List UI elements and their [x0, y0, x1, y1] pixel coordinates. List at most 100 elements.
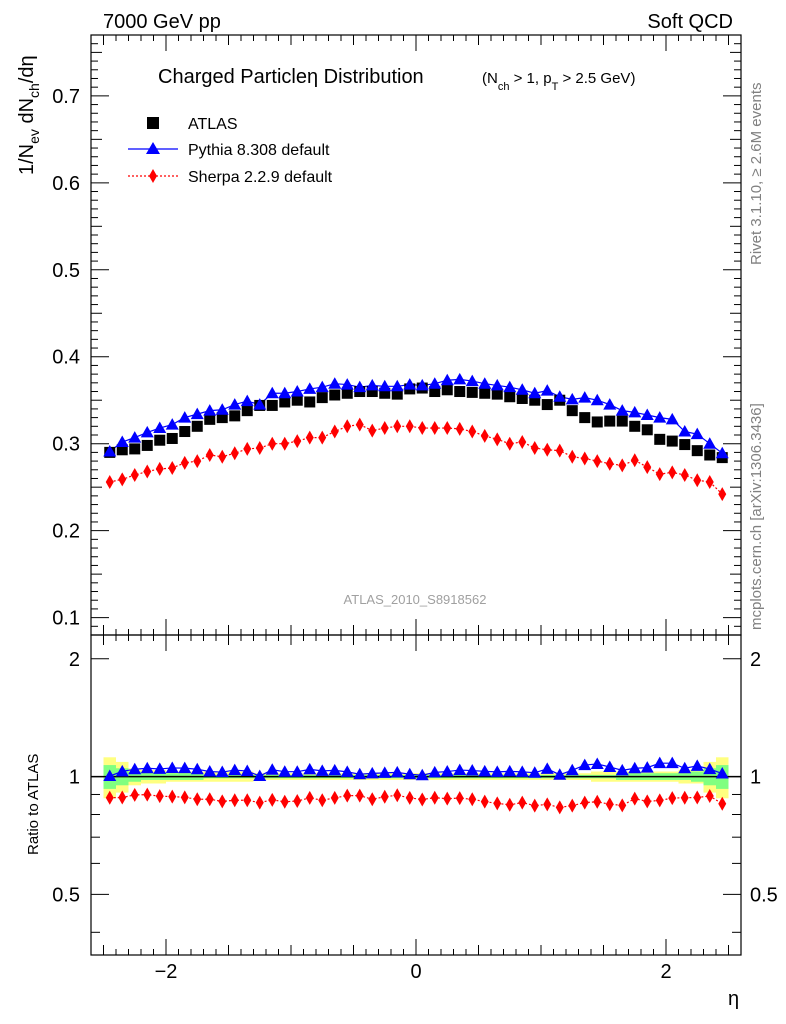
ratio-point-sherpa — [593, 794, 602, 809]
ratio-point-sherpa — [455, 791, 464, 806]
ratio-point-pythia — [153, 762, 167, 774]
y-tick-label: 0.5 — [52, 260, 80, 282]
series-line-sherpa — [109, 423, 723, 495]
ratio-point-sherpa — [393, 788, 402, 803]
ratio-point-pythia — [215, 765, 229, 778]
data-point-pythia — [690, 427, 704, 440]
ratio-point-pythia — [590, 757, 604, 769]
ratio-point-sherpa — [643, 794, 652, 809]
data-point-sherpa — [355, 417, 364, 432]
data-point-atlas — [266, 399, 278, 411]
ratio-point-sherpa — [430, 790, 439, 805]
ratio-point-pythia — [528, 766, 542, 778]
ratio-point-pythia — [203, 765, 217, 777]
y-tick-label: 0.1 — [52, 608, 80, 630]
data-point-pythia — [328, 377, 342, 389]
main-title-text: Charged Particleη Distribution — [158, 66, 424, 88]
data-point-sherpa — [243, 441, 252, 456]
data-point-pythia — [703, 437, 717, 449]
data-point-sherpa — [618, 458, 627, 473]
data-point-atlas — [541, 399, 553, 411]
data-point-atlas — [366, 386, 378, 398]
y-tick-label: 0.3 — [52, 434, 80, 456]
ratio-point-sherpa — [480, 794, 489, 809]
ratio-point-pythia — [278, 765, 292, 777]
ratio-point-pythia — [553, 768, 567, 780]
data-point-pythia — [490, 378, 504, 391]
analysis-watermark: ATLAS_2010_S8918562 — [344, 592, 487, 607]
data-point-pythia — [565, 392, 579, 405]
data-point-sherpa — [543, 442, 552, 457]
data-point-sherpa — [230, 446, 239, 461]
ratio-point-sherpa — [505, 797, 514, 812]
ratio-point-sherpa — [380, 789, 389, 804]
y-tick-label: 0.4 — [52, 347, 80, 369]
y-tick-label: 0.6 — [52, 173, 80, 195]
ratio-point-pythia — [340, 765, 354, 777]
ratio-point-sherpa — [680, 790, 689, 805]
data-point-pythia — [265, 386, 279, 399]
ratio-y-tick-label: 0.5 — [52, 884, 80, 906]
x-tick-label: 2 — [660, 961, 671, 983]
data-point-pythia — [515, 383, 529, 395]
data-point-pythia — [403, 378, 417, 390]
data-point-sherpa — [330, 424, 339, 439]
data-point-atlas — [679, 439, 691, 451]
data-point-pythia — [278, 386, 292, 399]
data-point-pythia — [440, 373, 454, 386]
ratio-point-sherpa — [630, 791, 639, 806]
data-point-sherpa — [155, 461, 164, 476]
ratio-point-pythia — [715, 767, 729, 779]
ratio-point-sherpa — [230, 793, 239, 808]
data-point-pythia — [140, 425, 154, 438]
data-point-sherpa — [505, 436, 514, 451]
ratio-point-sherpa — [330, 790, 339, 805]
ratio-point-sherpa — [705, 788, 714, 803]
ratio-point-sherpa — [405, 790, 414, 805]
data-point-sherpa — [468, 424, 477, 439]
ratio-point-pythia — [703, 762, 717, 775]
data-point-sherpa — [218, 449, 227, 464]
data-point-atlas — [241, 405, 253, 417]
data-point-sherpa — [393, 419, 402, 434]
data-point-pythia — [590, 393, 604, 406]
ratio-point-sherpa — [155, 789, 164, 804]
data-point-pythia — [640, 408, 654, 420]
data-point-atlas — [704, 449, 716, 461]
data-point-atlas — [516, 392, 528, 404]
ratio-point-pythia — [603, 760, 617, 772]
main-title-selection: (Nch > 1, pT > 2.5 GeV) — [482, 70, 635, 93]
ratio-point-pythia — [365, 766, 379, 779]
ratio-point-sherpa — [668, 791, 677, 806]
data-point-atlas — [641, 424, 653, 436]
ratio-point-pythia — [515, 765, 529, 777]
x-axis-title: η — [728, 988, 739, 1010]
ratio-point-pythia — [390, 765, 404, 778]
data-point-sherpa — [580, 451, 589, 466]
ratio-point-sherpa — [205, 792, 214, 807]
ratio-point-sherpa — [305, 790, 314, 805]
data-point-sherpa — [293, 434, 302, 449]
ratio-point-pythia — [165, 761, 179, 773]
ratio-point-pythia — [265, 763, 279, 775]
legend: ATLAS Pythia 8.308 default Sherpa 2.2.9 … — [128, 116, 333, 186]
ratio-point-pythia — [565, 763, 579, 776]
ratio-point-sherpa — [443, 791, 452, 806]
legend-sherpa-marker — [149, 169, 157, 183]
ratio-y-tick-label: 1 — [69, 767, 80, 789]
data-point-atlas — [116, 444, 128, 456]
data-point-pythia — [165, 418, 179, 430]
y-tick-label: 0.7 — [52, 86, 80, 108]
data-point-sherpa — [193, 454, 202, 469]
data-point-atlas — [441, 384, 453, 396]
ratio-point-sherpa — [693, 790, 702, 805]
ratio-plot-markers — [103, 756, 729, 815]
data-point-pythia — [115, 435, 129, 447]
ratio-point-pythia — [128, 762, 142, 775]
ratio-point-pythia — [303, 762, 317, 775]
ratio-point-sherpa — [143, 787, 152, 802]
ratio-point-pythia — [578, 758, 592, 771]
data-point-sherpa — [630, 453, 639, 468]
ratio-point-sherpa — [105, 790, 114, 805]
